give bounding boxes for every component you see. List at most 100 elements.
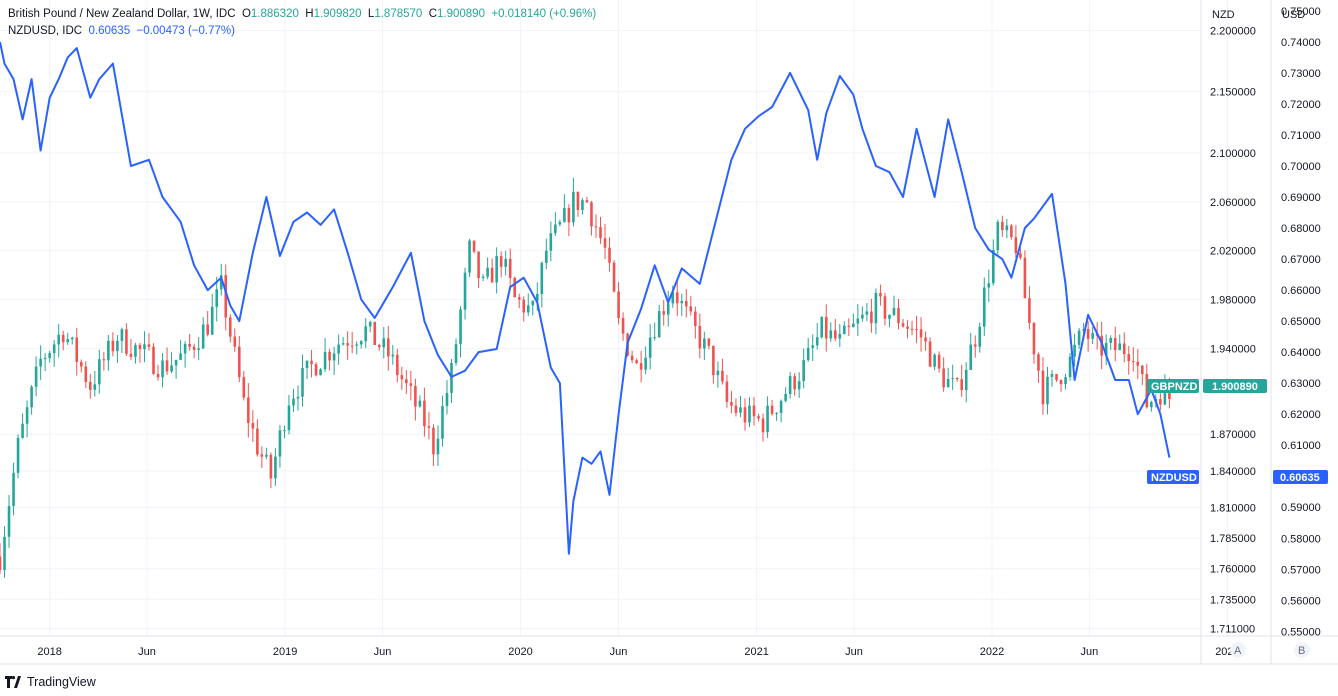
candle-body (0, 556, 2, 570)
candle-body (477, 251, 480, 278)
candle-body (468, 240, 471, 273)
candle-body (987, 283, 991, 288)
nzd-price-tick: 1.810000 (1210, 503, 1256, 515)
candle-body (201, 324, 205, 349)
candle-body (292, 398, 295, 406)
candle-body (459, 309, 462, 345)
candle-body (698, 326, 702, 349)
candle-body (39, 358, 42, 367)
usd-price-tick: 0.67000 (1281, 254, 1321, 266)
candle-body (802, 360, 805, 382)
candle-body (739, 407, 742, 413)
gbpnzd-candles (0, 177, 1171, 578)
candle-body (761, 418, 765, 433)
candle-body (644, 357, 647, 370)
open-value: 1.886320 (250, 8, 299, 20)
candle-body (924, 337, 927, 342)
candle-body (116, 340, 119, 352)
candle-body (721, 370, 724, 382)
candle-body (788, 376, 792, 394)
candle-body (152, 346, 155, 374)
candle-body (400, 375, 404, 380)
candle-body (1118, 343, 1122, 351)
candle-body (224, 275, 228, 318)
scale-a-button[interactable]: A (1230, 642, 1246, 658)
usd-price-tick: 0.72000 (1281, 99, 1321, 111)
candle-body (48, 353, 51, 359)
candle-body (1055, 374, 1058, 381)
candle-body (70, 337, 74, 340)
candle-body (427, 426, 431, 428)
chart-legend: British Pound / New Zealand Dollar, 1W, … (8, 6, 596, 40)
candle-body (585, 200, 589, 203)
candle-body (1010, 225, 1013, 238)
candle-body (274, 456, 277, 479)
usd-price-tick: 0.73000 (1281, 68, 1321, 80)
high-value: 1.909820 (313, 8, 362, 20)
candle-body (617, 291, 620, 319)
tradingview-brand[interactable]: TradingView (5, 675, 96, 689)
candle-body (1037, 354, 1040, 371)
candle-body (396, 354, 399, 376)
candle-body (423, 400, 426, 427)
candle-body (883, 296, 887, 319)
nzd-price-tick: 1.940000 (1210, 344, 1256, 356)
candle-body (1073, 344, 1076, 357)
candle-body (34, 366, 38, 387)
candle-body (1163, 386, 1167, 405)
usd-price-tick: 0.62000 (1281, 409, 1321, 421)
nzd-price-tick: 1.711000 (1210, 624, 1255, 636)
candle-body (170, 365, 173, 372)
candle-body (210, 306, 214, 335)
usd-price-tick: 0.65000 (1281, 316, 1321, 328)
candle-body (1141, 365, 1144, 375)
nzd-price-tick: 1.980000 (1210, 295, 1256, 307)
candle-body (1104, 342, 1108, 356)
candle-body (852, 323, 855, 327)
candle-body (964, 369, 968, 391)
candle-body (1019, 253, 1022, 258)
candle-body (499, 256, 503, 267)
candle-body (174, 359, 178, 366)
candle-body (450, 362, 453, 393)
candle-body (12, 472, 15, 507)
candle-body (481, 276, 485, 278)
main-series-legend[interactable]: British Pound / New Zealand Dollar, 1W, … (8, 6, 596, 23)
main-series-title: British Pound / New Zealand Dollar, 1W, … (8, 8, 236, 20)
candle-body (301, 367, 304, 397)
candle-body (188, 343, 191, 347)
grid-layer (0, 0, 1228, 636)
candle-body (874, 292, 878, 324)
candle-body (779, 400, 783, 413)
candle-body (554, 224, 557, 234)
candle-body (937, 354, 941, 369)
candle-body (572, 191, 575, 223)
candle-body (256, 428, 259, 455)
close-label: C (428, 8, 437, 20)
candle-body (599, 227, 602, 239)
candle-body (89, 381, 92, 390)
candle-body (147, 344, 151, 347)
candle-body (143, 344, 146, 350)
candle-body (265, 454, 268, 457)
time-axis-ticks: 2018 Jun 2019 Jun 2020 Jun 2021 Jun 2022 Jun 2023 (37, 646, 1239, 658)
candle-body (405, 379, 408, 384)
scale-a-label: A (1234, 645, 1242, 657)
brand-name: TradingView (27, 675, 96, 689)
compare-series-legend[interactable]: NZDUSD, IDC 0.60635 −0.00473 (−0.77%) (8, 23, 596, 40)
candle-body (269, 454, 273, 479)
candle-body (418, 400, 422, 407)
nzd-price-tick: 1.840000 (1210, 466, 1256, 478)
axis-layer[interactable]: NZD USD 2.200000 2.150000 2.100000 2.060000… (0, 0, 1338, 665)
candle-body (1100, 335, 1103, 356)
time-tick-label: Jun (610, 646, 628, 658)
candle-body (134, 345, 137, 357)
candle-body (233, 336, 237, 347)
scale-b-button[interactable]: B (1294, 642, 1310, 658)
candle-body (486, 267, 489, 277)
candle-body (183, 343, 187, 354)
usd-price-tick: 0.69000 (1281, 192, 1321, 204)
candle-body (861, 314, 864, 319)
